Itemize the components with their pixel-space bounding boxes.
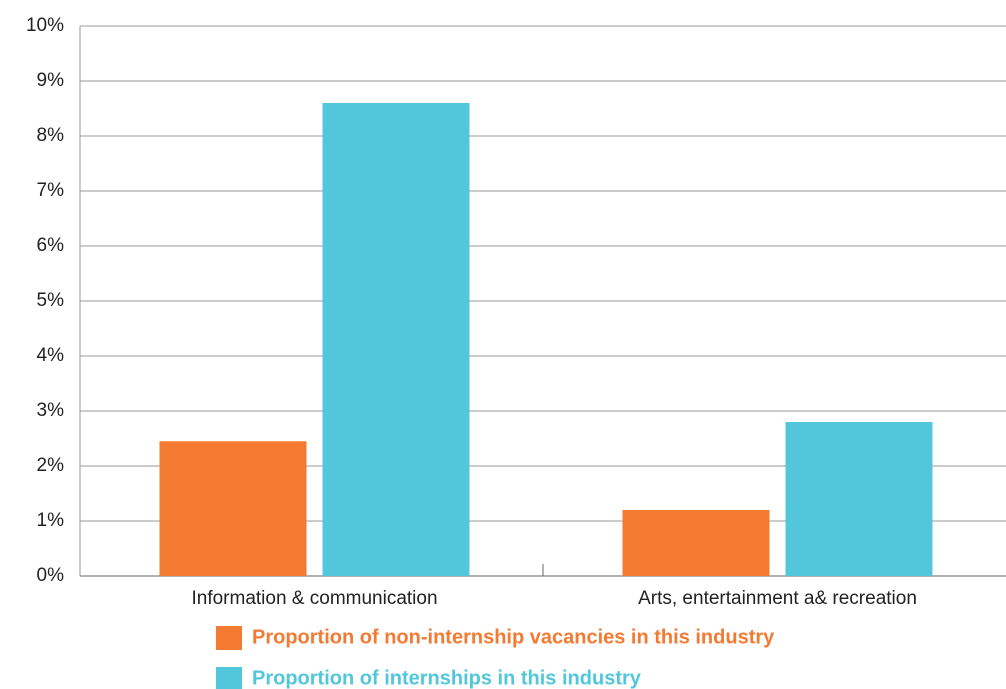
y-tick-label: 7% xyxy=(37,180,65,201)
bar xyxy=(159,441,307,576)
x-tick-label: Information & communication xyxy=(191,588,437,609)
bar xyxy=(785,422,933,576)
legend-label: Proportion of non-internship vacancies i… xyxy=(252,626,775,648)
legend-swatch xyxy=(216,626,242,650)
y-tick-label: 1% xyxy=(37,510,65,531)
y-tick-label: 10% xyxy=(26,15,64,36)
y-tick-label: 9% xyxy=(37,70,65,91)
legend-label: Proportion of internships in this indust… xyxy=(252,667,642,689)
legend-swatch xyxy=(216,667,242,689)
y-tick-label: 4% xyxy=(37,345,65,366)
y-tick-label: 2% xyxy=(37,455,65,476)
y-tick-label: 3% xyxy=(37,400,65,421)
x-tick-label: Arts, entertainment a& recreation xyxy=(638,588,917,609)
y-tick-label: 8% xyxy=(37,125,65,146)
y-tick-label: 6% xyxy=(37,235,65,256)
y-tick-label: 5% xyxy=(37,290,65,311)
y-tick-label: 0% xyxy=(37,565,65,586)
bar xyxy=(322,103,470,576)
bar xyxy=(622,510,770,576)
